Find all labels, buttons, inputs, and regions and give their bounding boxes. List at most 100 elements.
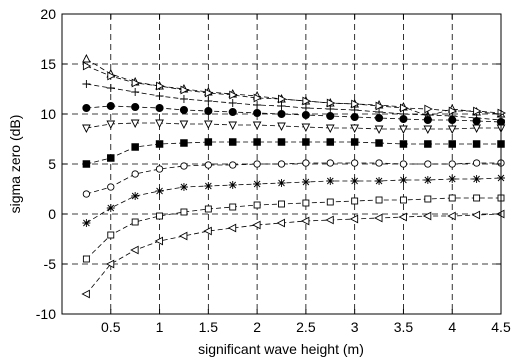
data-point: [375, 196, 383, 204]
data-point: [326, 198, 334, 206]
y-tick-label: 5: [48, 156, 56, 172]
data-point: [204, 138, 213, 146]
series-star: [82, 174, 505, 227]
data-point: [302, 159, 310, 167]
data-point: [203, 226, 212, 236]
data-point: [203, 120, 213, 129]
x-tick-label: 4.5: [491, 319, 511, 335]
y-tick-label: 10: [40, 106, 56, 122]
x-axis-title: significant wave height (m): [198, 341, 364, 357]
data-point: [204, 182, 213, 190]
data-point: [399, 196, 407, 204]
data-point: [278, 200, 285, 208]
data-point: [350, 177, 359, 185]
data-point: [447, 125, 457, 134]
data-point: [204, 106, 213, 116]
data-point: [350, 124, 360, 133]
data-point: [155, 103, 164, 113]
data-point: [82, 255, 90, 263]
data-point: [180, 85, 189, 95]
data-point: [277, 179, 286, 187]
data-point: [107, 231, 115, 239]
data-point: [374, 125, 384, 134]
series-line: [86, 213, 502, 295]
data-point: [253, 138, 261, 146]
data-point: [448, 175, 457, 183]
data-point: [300, 216, 310, 226]
data-point: [423, 125, 433, 134]
data-point: [399, 103, 409, 113]
data-point: [423, 115, 432, 125]
data-point: [277, 138, 286, 146]
data-point: [399, 160, 408, 168]
data-point: [253, 108, 262, 118]
series-circle-open: [82, 159, 505, 198]
y-tick-label: 15: [40, 56, 56, 72]
data-point: [448, 140, 456, 148]
data-point: [472, 116, 481, 126]
data-point: [448, 194, 456, 202]
x-tick-label: 0.5: [101, 319, 121, 335]
data-point: [424, 140, 432, 148]
data-point: [228, 99, 237, 107]
data-point: [325, 215, 334, 225]
data-point: [424, 195, 432, 203]
data-point: [155, 165, 164, 173]
data-point: [253, 201, 261, 209]
data-point: [472, 140, 481, 148]
data-point: [82, 124, 91, 133]
ticks: 0.5 1 1.5 2 2.5 3 3.5 4 4.5 -10 -5 0 5 10 15 20: [36, 6, 511, 335]
series-line: [86, 122, 501, 130]
data-point: [374, 213, 383, 223]
x-tick-label: 1.5: [199, 319, 219, 335]
data-point: [82, 54, 91, 63]
series-line: [86, 162, 501, 195]
series-line: [86, 83, 502, 121]
data-point: [131, 170, 139, 178]
data-point: [448, 106, 458, 116]
data-point: [228, 121, 238, 130]
data-point: [204, 97, 213, 105]
data-point: [252, 121, 262, 130]
data-point: [106, 84, 115, 92]
data-point: [302, 96, 311, 106]
data-point: [253, 101, 262, 109]
data-point: [131, 143, 139, 151]
data-point: [448, 160, 456, 168]
data-point: [155, 140, 164, 148]
x-tick-label: 3.5: [394, 319, 414, 335]
data-point: [82, 219, 91, 227]
data-point: [471, 210, 481, 220]
series-circle-filled: [82, 101, 506, 127]
series-layer: [81, 54, 506, 299]
data-point: [301, 104, 310, 112]
data-point: [399, 114, 408, 124]
data-point: [375, 113, 384, 123]
data-point: [350, 138, 359, 146]
data-point: [107, 183, 115, 191]
y-tick-label: -5: [44, 256, 57, 272]
data-point: [472, 175, 481, 183]
data-point: [326, 159, 334, 167]
data-point: [277, 102, 286, 110]
data-point: [472, 159, 481, 167]
data-point: [179, 105, 188, 115]
data-point: [178, 231, 188, 241]
data-point: [229, 90, 238, 100]
data-point: [253, 160, 261, 168]
data-point: [301, 123, 311, 132]
data-point: [375, 159, 383, 167]
x-tick-label: 3: [351, 319, 359, 335]
data-point: [399, 140, 408, 148]
data-point: [473, 106, 482, 116]
data-point: [375, 139, 383, 147]
data-point: [472, 124, 481, 133]
data-point: [155, 187, 164, 195]
series-line: [86, 141, 501, 165]
data-point: [302, 138, 310, 146]
data-point: [351, 99, 360, 109]
data-point: [156, 212, 164, 220]
data-point: [82, 190, 91, 198]
data-point: [179, 183, 188, 191]
